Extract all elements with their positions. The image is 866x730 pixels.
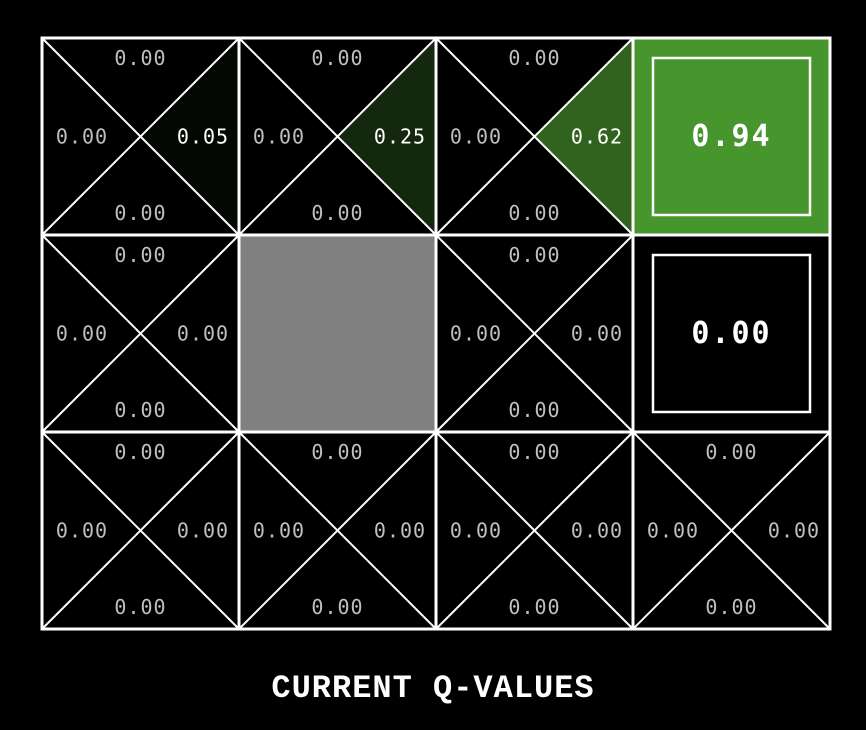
q-left-value: 0.00	[253, 125, 305, 149]
cell-diagonal	[41, 431, 240, 630]
q-left-value: 0.00	[450, 322, 502, 346]
caption-title: CURRENT Q-VALUES	[271, 670, 595, 707]
q-up-value: 0.00	[508, 46, 560, 70]
q-down-value: 0.00	[114, 398, 166, 422]
cell-diagonal	[41, 37, 240, 236]
q-down-value: 0.00	[705, 595, 757, 619]
cell-diagonal	[435, 431, 634, 630]
cell-diagonal	[41, 234, 240, 433]
q-down-value: 0.00	[508, 398, 560, 422]
q-right-value: 0.62	[571, 125, 623, 149]
q-right-fill	[534, 38, 633, 235]
q-left-value: 0.00	[56, 125, 108, 149]
q-left-value: 0.00	[647, 519, 699, 543]
terminal-cell	[633, 38, 830, 235]
grid-cell-border	[631, 430, 832, 631]
q-up-value: 0.00	[705, 440, 757, 464]
q-right-value: 0.25	[374, 125, 426, 149]
q-right-value: 0.00	[571, 322, 623, 346]
q-right-value: 0.00	[374, 519, 426, 543]
q-left-value: 0.00	[56, 519, 108, 543]
cell-diagonal	[238, 431, 437, 630]
q-right-fill	[337, 38, 436, 235]
terminal-inner-box	[651, 253, 812, 414]
q-left-value: 0.00	[253, 519, 305, 543]
q-up-value: 0.00	[508, 440, 560, 464]
cell-diagonal	[632, 431, 831, 630]
cell-diagonal	[435, 37, 634, 236]
terminal-value: 0.00	[691, 316, 771, 351]
q-left-value: 0.00	[450, 519, 502, 543]
q-up-value: 0.00	[114, 243, 166, 267]
q-right-value: 0.00	[177, 322, 229, 346]
q-down-value: 0.00	[311, 201, 363, 225]
q-down-value: 0.00	[311, 595, 363, 619]
q-right-value: 0.00	[571, 519, 623, 543]
q-right-value: 0.00	[768, 519, 820, 543]
q-right-value: 0.05	[177, 125, 229, 149]
q-up-value: 0.00	[114, 46, 166, 70]
q-up-value: 0.00	[114, 440, 166, 464]
q-right-fill	[140, 38, 239, 235]
q-up-value: 0.00	[311, 46, 363, 70]
q-left-value: 0.00	[450, 125, 502, 149]
cell-diagonal	[435, 234, 634, 433]
q-up-value: 0.00	[508, 243, 560, 267]
q-down-value: 0.00	[114, 595, 166, 619]
terminal-cell	[633, 235, 830, 432]
wall-cell	[239, 235, 436, 432]
terminal-value: 0.94	[691, 119, 771, 154]
terminal-inner-box	[651, 56, 812, 217]
q-left-value: 0.00	[56, 322, 108, 346]
cell-diagonal	[238, 37, 437, 236]
q-up-value: 0.00	[311, 440, 363, 464]
q-down-value: 0.00	[508, 201, 560, 225]
q-down-value: 0.00	[114, 201, 166, 225]
q-right-value: 0.00	[177, 519, 229, 543]
q-down-value: 0.00	[508, 595, 560, 619]
